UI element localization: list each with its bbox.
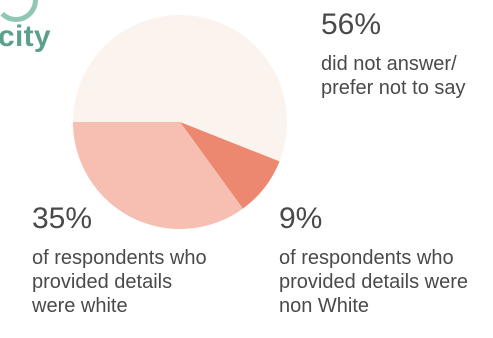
chart-title-fragment: city bbox=[0, 20, 51, 53]
desc-white: of respondents who provided details were… bbox=[32, 247, 207, 317]
label-white: 35% of respondents who provided details … bbox=[32, 202, 212, 318]
pct-no-answer: 56% bbox=[321, 8, 382, 41]
slice-non-white bbox=[180, 122, 280, 209]
slice-white bbox=[73, 122, 243, 229]
pct-white: 35% bbox=[32, 202, 93, 235]
label-no-answer: 56% did not answer/ prefer not to say bbox=[321, 8, 481, 100]
desc-non-white: of respondents who provided details were… bbox=[279, 247, 468, 317]
desc-no-answer: did not answer/ prefer not to say bbox=[321, 53, 466, 99]
pct-non-white: 9% bbox=[279, 202, 323, 235]
label-non-white: 9% of respondents who provided details w… bbox=[279, 202, 479, 318]
slice-no-answer bbox=[73, 14, 287, 162]
